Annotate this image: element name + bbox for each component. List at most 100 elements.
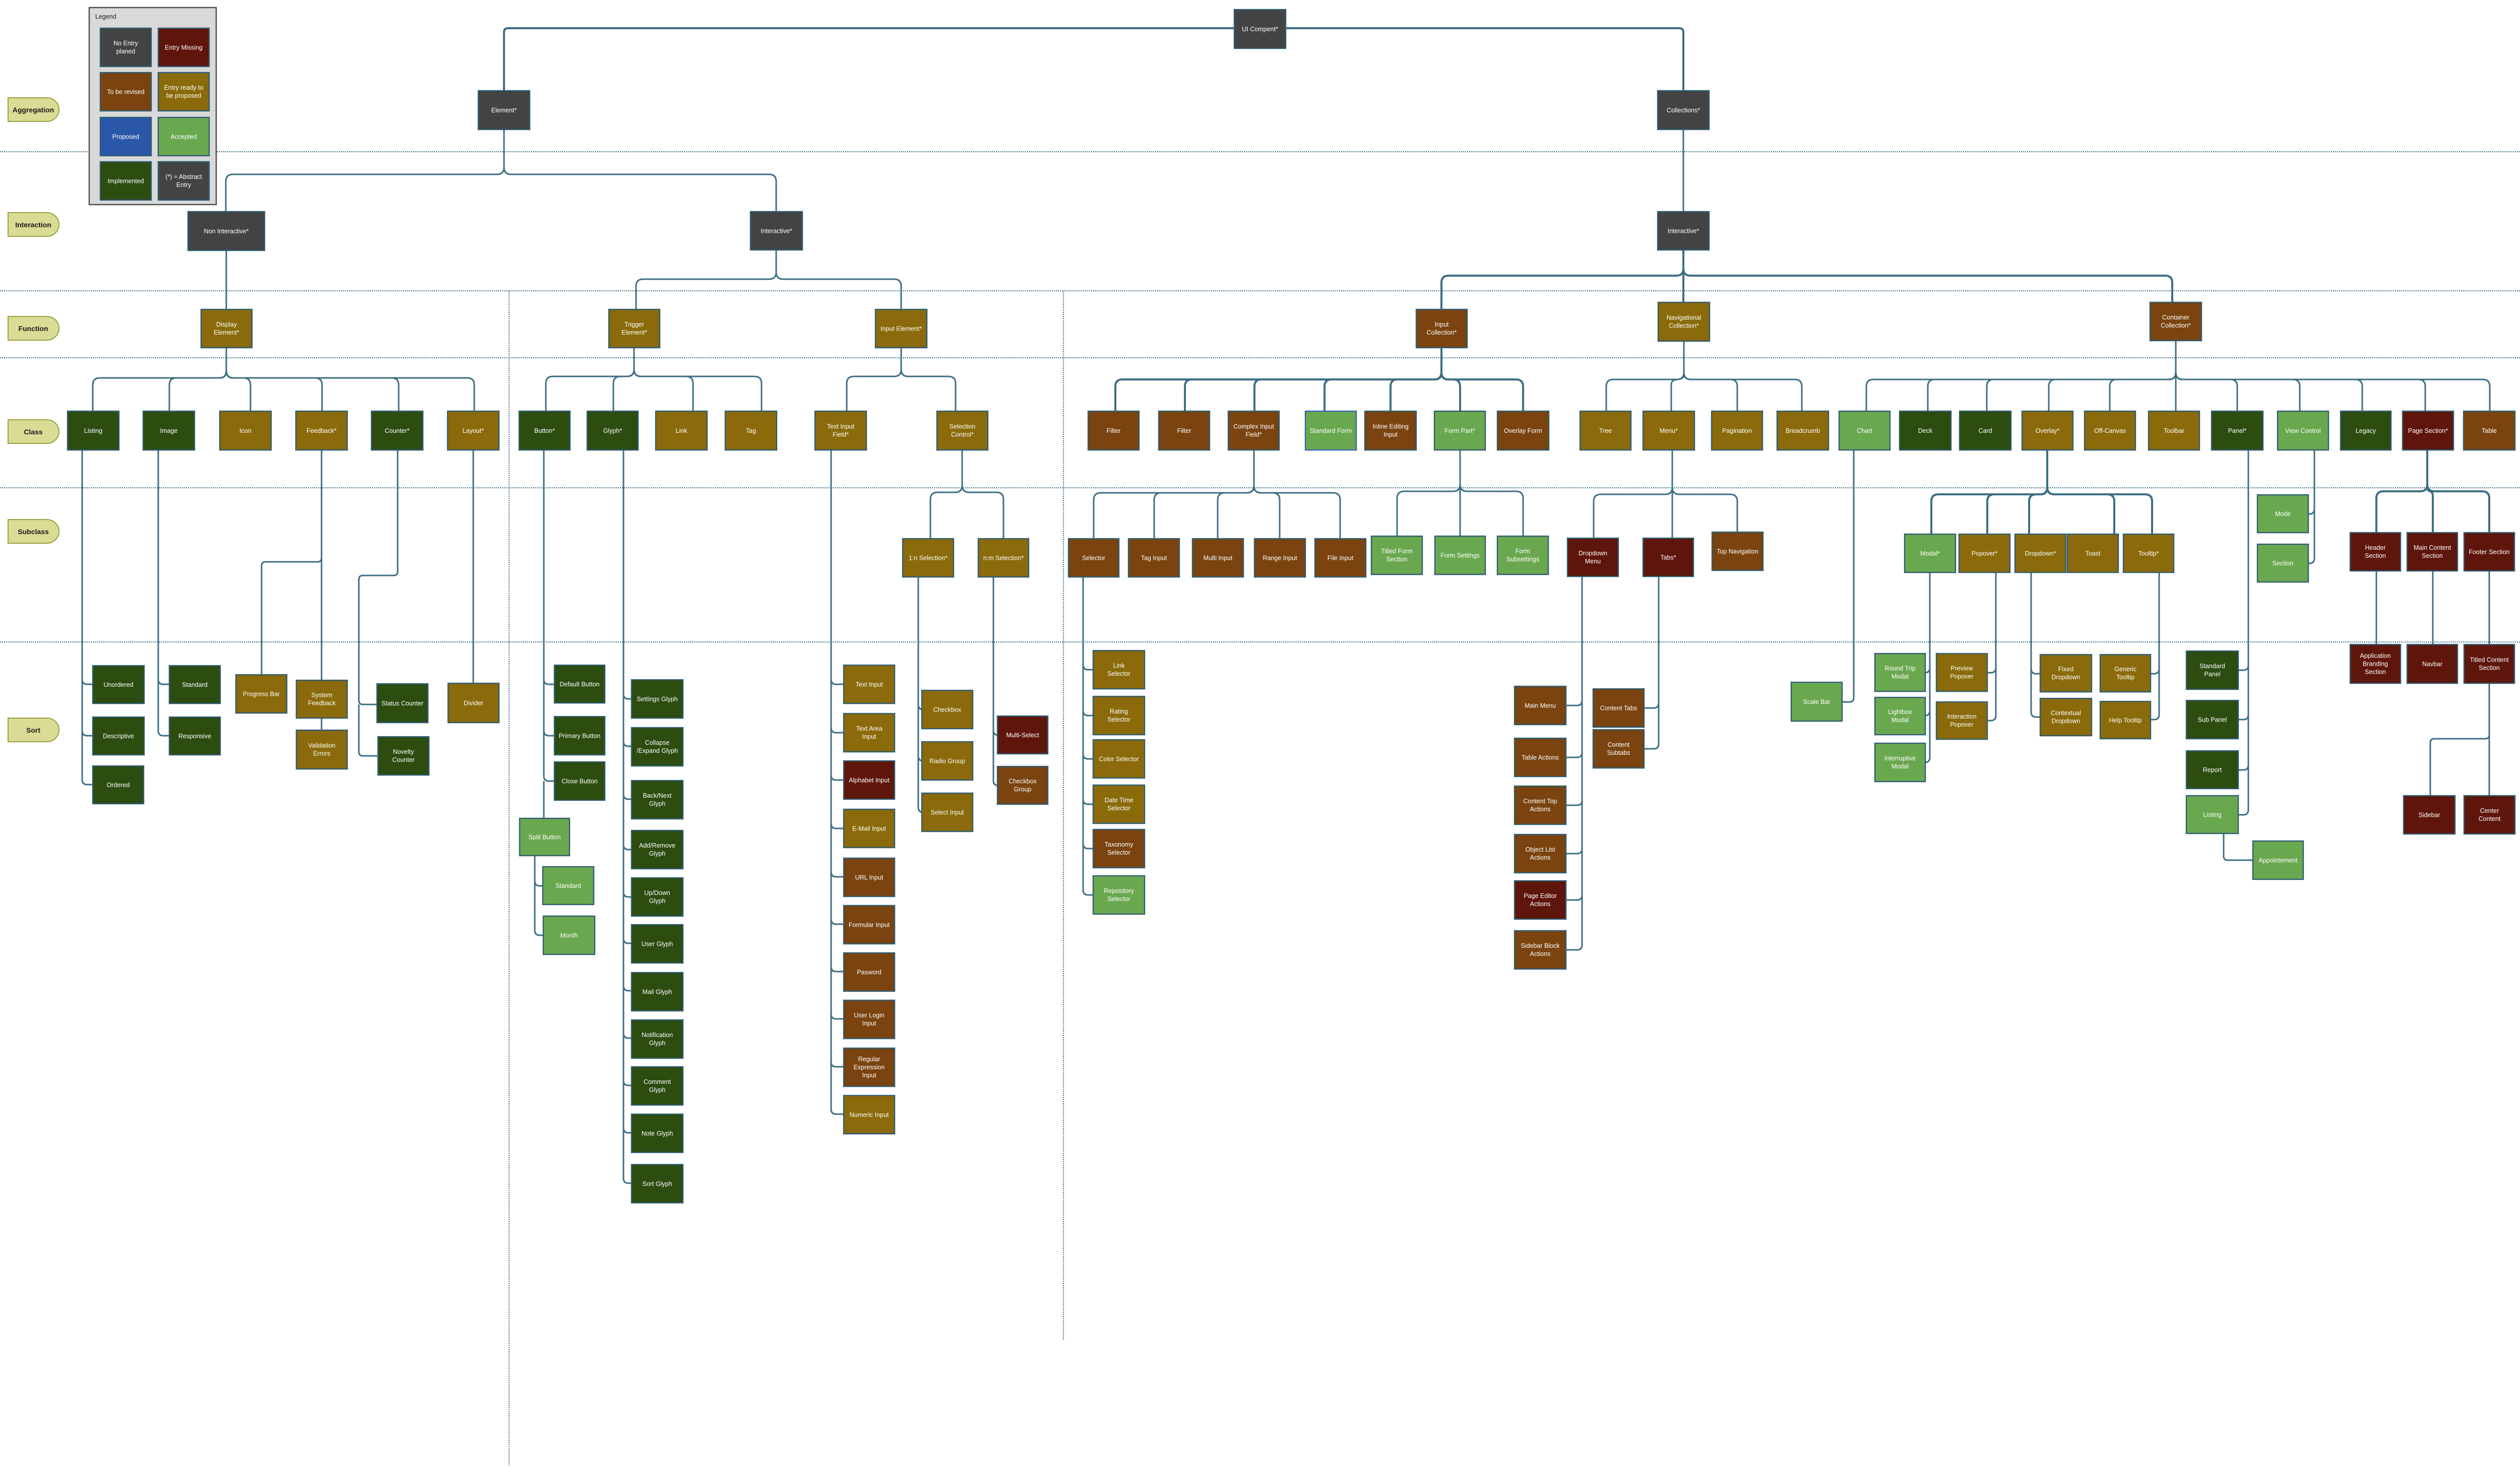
svg-text:Standard: Standard — [555, 882, 581, 889]
svg-text:Header: Header — [2365, 544, 2386, 551]
svg-text:Input: Input — [1435, 321, 1449, 328]
svg-text:Input: Input — [862, 1020, 876, 1027]
svg-text:Descriptive: Descriptive — [103, 733, 134, 740]
svg-text:Counter: Counter — [392, 756, 414, 763]
svg-text:Primary Button: Primary Button — [559, 733, 601, 740]
svg-text:Text Input: Text Input — [855, 681, 883, 688]
svg-text:Divider: Divider — [464, 700, 483, 707]
svg-text:Back/Next: Back/Next — [643, 792, 672, 799]
svg-text:Multi-Select: Multi-Select — [1006, 732, 1039, 739]
svg-text:Collection*: Collection* — [2161, 322, 2191, 329]
svg-text:Errors: Errors — [313, 750, 330, 757]
svg-text:Sidebar Block: Sidebar Block — [1521, 942, 1560, 949]
svg-text:Element*: Element* — [214, 329, 239, 336]
svg-text:Report: Report — [2203, 766, 2222, 774]
svg-text:File Input: File Input — [1328, 555, 1354, 562]
svg-text:Table: Table — [2482, 427, 2497, 434]
svg-text:Collapse: Collapse — [645, 739, 670, 746]
svg-text:Table Actions: Table Actions — [1522, 754, 1559, 761]
svg-text:Fixed: Fixed — [2058, 666, 2074, 673]
svg-text:/Expand Glyph: /Expand Glyph — [637, 747, 678, 754]
svg-text:Pagination: Pagination — [1722, 427, 1752, 434]
svg-text:Off-Canvas: Off-Canvas — [2094, 427, 2126, 434]
svg-text:Settings Glyph: Settings Glyph — [637, 696, 677, 703]
svg-text:Section: Section — [2422, 552, 2443, 559]
svg-text:Modal: Modal — [1892, 717, 1909, 724]
svg-text:Panel*: Panel* — [2228, 427, 2247, 434]
svg-text:Rating: Rating — [1110, 708, 1128, 715]
svg-text:Entry ready to: Entry ready to — [164, 84, 204, 91]
svg-text:Text Input: Text Input — [827, 423, 855, 430]
svg-text:Select Input: Select Input — [930, 809, 964, 816]
svg-text:Toast: Toast — [2086, 550, 2101, 557]
svg-text:Group: Group — [1014, 786, 1032, 793]
svg-text:Mail Glyph: Mail Glyph — [642, 989, 672, 996]
svg-text:Progress Bar: Progress Bar — [243, 691, 280, 698]
svg-text:Overlay Form: Overlay Form — [1504, 427, 1542, 434]
svg-text:Icon: Icon — [239, 427, 251, 434]
svg-text:Sidebar: Sidebar — [2418, 812, 2440, 819]
svg-text:Date Time: Date Time — [1105, 797, 1133, 804]
svg-text:Section: Section — [1387, 556, 1408, 563]
svg-text:Top Navigation: Top Navigation — [1717, 548, 1758, 555]
svg-text:Glyph: Glyph — [649, 1040, 666, 1047]
svg-text:Element*: Element* — [621, 329, 647, 336]
svg-text:Selector: Selector — [1082, 555, 1105, 562]
svg-text:Notification: Notification — [642, 1032, 673, 1039]
svg-text:Section: Section — [2273, 560, 2294, 567]
svg-text:Link: Link — [1113, 662, 1125, 669]
svg-text:Content: Content — [1608, 741, 1630, 748]
svg-text:Help Tooltip: Help Tooltip — [2109, 717, 2141, 724]
svg-text:Center: Center — [2480, 807, 2499, 814]
svg-text:Display: Display — [216, 321, 237, 328]
svg-text:Formular Input: Formular Input — [849, 922, 890, 929]
svg-text:Panel: Panel — [2204, 671, 2221, 678]
svg-text:Pasword: Pasword — [857, 969, 881, 976]
svg-text:Comment: Comment — [644, 1078, 671, 1085]
svg-text:Section: Section — [2479, 665, 2500, 672]
svg-text:Popover*: Popover* — [1972, 550, 1998, 557]
svg-text:Scale Bar: Scale Bar — [1803, 698, 1830, 705]
svg-text:Regular: Regular — [858, 1056, 880, 1063]
svg-text:Accepted: Accepted — [170, 134, 197, 141]
svg-text:Tag Input: Tag Input — [1141, 555, 1167, 562]
svg-text:User Glyph: User Glyph — [642, 941, 673, 948]
svg-text:(*) = Abstract: (*) = Abstract — [165, 173, 202, 180]
svg-text:Validation: Validation — [308, 742, 336, 749]
svg-text:Subsettings: Subsettings — [1506, 556, 1539, 563]
svg-text:Glyph: Glyph — [649, 897, 666, 905]
svg-text:Toolbar: Toolbar — [2164, 427, 2184, 434]
svg-text:Dropdown: Dropdown — [2052, 674, 2081, 681]
svg-text:Field*: Field* — [833, 431, 849, 438]
svg-text:Modal: Modal — [1892, 763, 1909, 770]
svg-text:Preview: Preview — [1950, 665, 1973, 672]
svg-text:Filter: Filter — [1107, 427, 1121, 434]
svg-text:Listing: Listing — [84, 427, 102, 434]
svg-text:Card: Card — [1978, 427, 1992, 434]
svg-text:To be revised: To be revised — [107, 89, 144, 96]
svg-text:Menu: Menu — [1585, 558, 1601, 565]
svg-text:Novelty: Novelty — [393, 748, 414, 755]
svg-text:Sub Panel: Sub Panel — [2198, 717, 2227, 724]
svg-text:Taxonomy: Taxonomy — [1105, 841, 1134, 848]
svg-text:Content Tabs: Content Tabs — [1600, 705, 1637, 712]
svg-text:Checkbox: Checkbox — [933, 706, 962, 714]
svg-text:Form Part*: Form Part* — [1444, 427, 1475, 434]
svg-text:Legacy: Legacy — [2356, 427, 2376, 434]
svg-text:User Login: User Login — [854, 1012, 884, 1019]
svg-text:Input: Input — [862, 733, 876, 740]
svg-text:Sort Glyph: Sort Glyph — [642, 1181, 672, 1188]
svg-text:Interaction: Interaction — [1947, 713, 1976, 720]
svg-text:Ordered: Ordered — [107, 782, 130, 789]
svg-text:Interaction: Interaction — [15, 221, 51, 229]
svg-text:Appointement: Appointement — [2258, 857, 2298, 864]
svg-text:Dropdown: Dropdown — [2052, 718, 2081, 725]
svg-text:Numeric Input: Numeric Input — [850, 1112, 889, 1119]
svg-text:Sort: Sort — [26, 726, 40, 734]
svg-text:Tag: Tag — [746, 427, 756, 434]
svg-text:Tooltip: Tooltip — [2116, 674, 2134, 681]
svg-text:Inline Editing: Inline Editing — [1372, 423, 1409, 430]
svg-text:Button*: Button* — [534, 427, 555, 434]
svg-text:Collection*: Collection* — [1669, 323, 1699, 330]
svg-text:Actions: Actions — [1530, 950, 1551, 957]
